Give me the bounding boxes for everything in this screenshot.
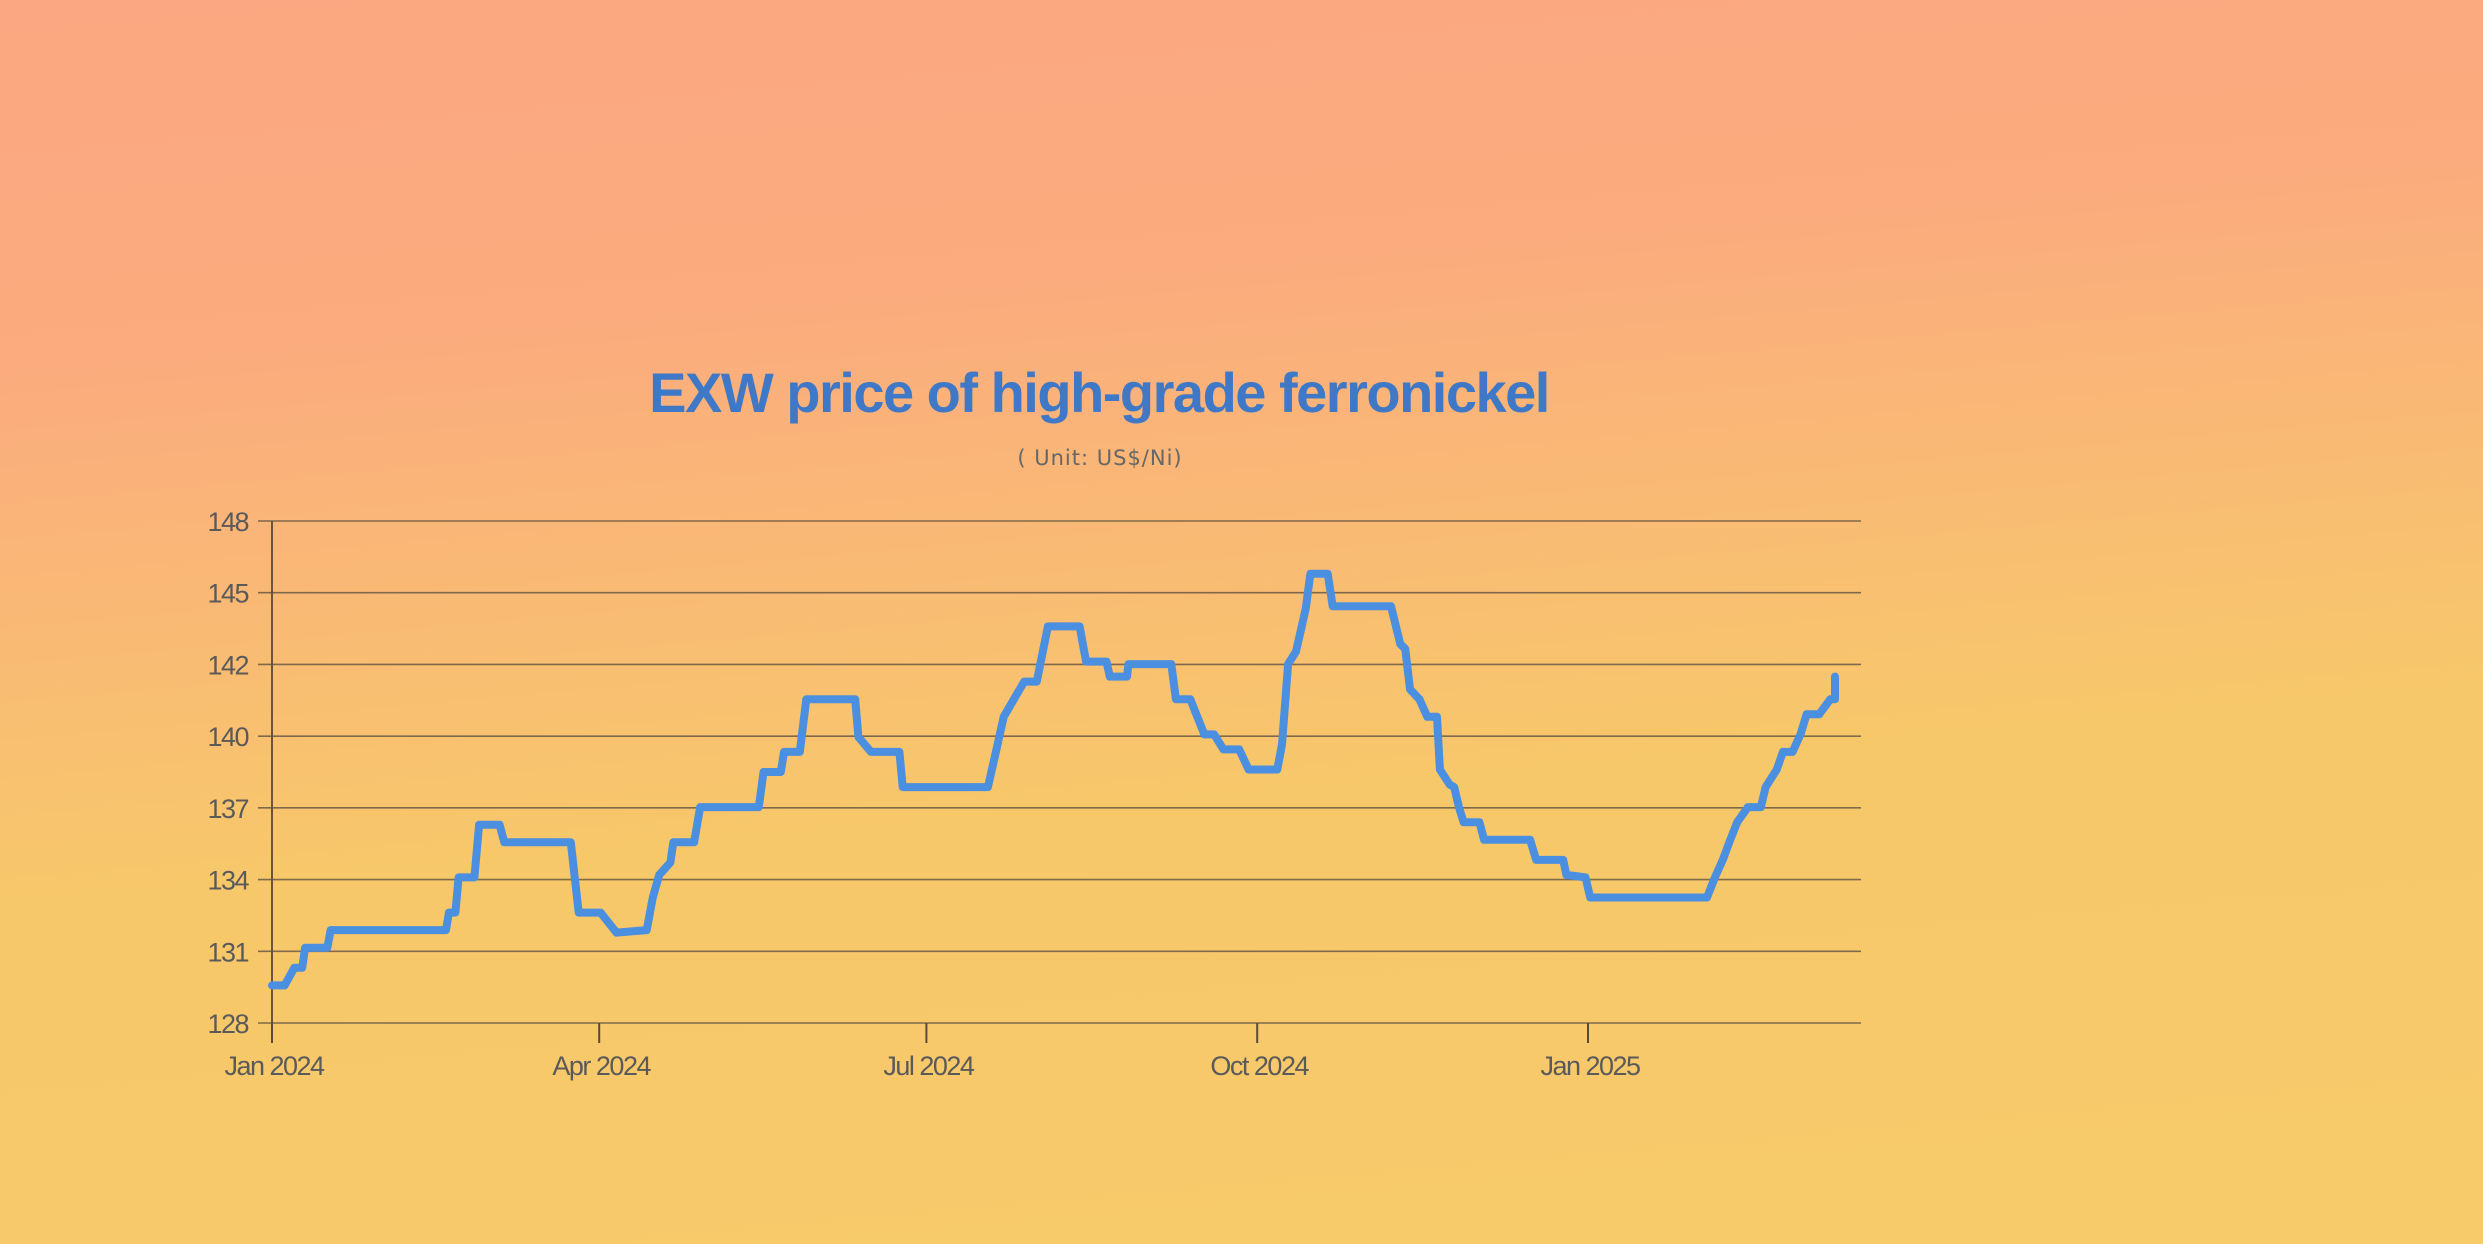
y-tick-label: 137	[207, 794, 248, 824]
y-tick-label: 140	[207, 722, 248, 752]
x-axis-ticks: Jan 2024 Apr 2024 Jul 2024 Oct 2024 Jan 2025	[224, 1023, 1642, 1081]
y-axis-ticks: 128 131 134 137 140 142 145 148	[207, 507, 251, 1039]
y-tick-label: 142	[207, 650, 248, 680]
chart-title: EXW price of high-grade ferronickel	[649, 361, 1549, 424]
y-tick-label: 145	[207, 579, 248, 609]
y-tick-label: 128	[207, 1009, 248, 1039]
chart-subtitle: ( Unit: US$/Ni)	[1017, 446, 1182, 470]
y-tick-label: 134	[207, 866, 249, 896]
gridlines	[258, 520, 1861, 1024]
x-tick-label: Jan 2024	[224, 1051, 325, 1081]
x-tick-label: Jul 2024	[883, 1051, 975, 1081]
x-tick-label: Oct 2024	[1210, 1051, 1309, 1081]
series-line-exw-price	[268, 569, 1839, 990]
y-tick-label: 148	[207, 507, 248, 537]
x-tick-label: Jan 2025	[1540, 1051, 1640, 1081]
x-tick-label: Apr 2024	[552, 1051, 651, 1081]
y-tick-label: 131	[207, 937, 248, 967]
